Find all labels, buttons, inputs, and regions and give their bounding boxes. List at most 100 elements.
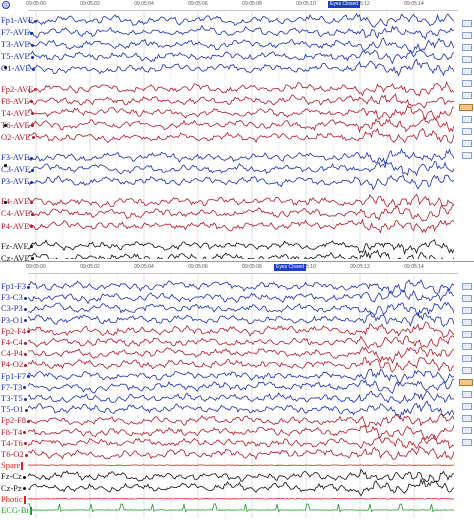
eeg-trace-t3-ave[interactable] xyxy=(28,37,454,55)
channel-label[interactable]: C4-AVE xyxy=(1,208,35,218)
channel-label[interactable]: T5-O1 xyxy=(1,404,28,414)
channel-label[interactable]: F7-AVE xyxy=(1,27,34,37)
scale-button[interactable] xyxy=(462,152,472,159)
scale-button[interactable] xyxy=(462,355,472,362)
eeg-trace-f3-c3[interactable] xyxy=(28,287,454,305)
eeg-trace-cz-pz[interactable] xyxy=(28,478,454,497)
eeg-trace-t3-t5[interactable] xyxy=(28,390,454,405)
time-ruler[interactable]: 09:05:00 09:05:02 09:05:04 09:05:06 09:05:08… xyxy=(26,263,458,274)
scale-button[interactable] xyxy=(462,56,472,63)
channel-label[interactable]: T5-AVE xyxy=(1,51,34,61)
channel-label[interactable]: F7-T3 xyxy=(1,382,27,392)
eeg-trace-fp2-ave[interactable] xyxy=(28,81,454,97)
eeg-trace-f8-ave[interactable] xyxy=(28,93,454,109)
scale-button[interactable] xyxy=(462,44,472,51)
sensitivity-selected-button[interactable] xyxy=(459,104,473,111)
event-annotation-marker[interactable]: Eyes Closed xyxy=(274,264,307,271)
eeg-trace-t4-ave[interactable] xyxy=(28,104,454,121)
channel-label[interactable]: T3-T5 xyxy=(1,393,27,403)
eeg-trace-fp2-f8[interactable] xyxy=(28,413,454,428)
channel-label[interactable]: Spare xyxy=(1,460,24,471)
channel-label[interactable]: T4-T6 xyxy=(1,438,27,448)
scale-button[interactable] xyxy=(462,391,472,398)
eeg-trace-fp1-f7[interactable] xyxy=(28,368,454,385)
channel-label[interactable]: T6-AVE xyxy=(1,120,34,130)
scale-button[interactable] xyxy=(462,415,472,422)
eeg-trace-p4-o2[interactable] xyxy=(28,357,454,373)
eeg-trace-fp2-f4[interactable] xyxy=(28,321,454,339)
channel-label[interactable]: T4-AVE xyxy=(1,108,34,118)
channel-label[interactable]: P3-O1 xyxy=(1,315,28,325)
time-ruler[interactable]: 09:05:00 09:05:02 09:05:04 09:05:06 09:05:08… xyxy=(26,0,458,11)
channel-label[interactable]: T3-AVE xyxy=(1,39,34,49)
eeg-trace-f4-ave[interactable] xyxy=(28,193,454,208)
eeg-trace-p3-ave[interactable] xyxy=(28,174,454,191)
app-logo-icon[interactable]: ◎ xyxy=(2,1,10,9)
scale-button[interactable] xyxy=(462,331,472,338)
scale-button[interactable] xyxy=(462,307,472,314)
channel-label[interactable]: F8-AVE xyxy=(1,96,34,106)
eeg-trace-t5-o1[interactable] xyxy=(28,400,454,420)
scale-button[interactable] xyxy=(462,403,472,410)
channel-label[interactable]: Photic xyxy=(1,494,26,504)
eeg-trace-f7-t3[interactable] xyxy=(28,379,454,394)
channel-label[interactable]: C3-P3 xyxy=(1,303,27,313)
scale-button[interactable] xyxy=(462,32,472,39)
channel-label[interactable]: Fp2-F8 xyxy=(1,415,31,425)
eeg-trace-spare[interactable] xyxy=(28,464,454,466)
channel-label[interactable]: P4-AVE xyxy=(1,221,34,231)
eeg-trace-c3-ave[interactable] xyxy=(28,160,454,177)
scale-button[interactable] xyxy=(462,140,472,147)
scale-button[interactable] xyxy=(462,283,472,290)
scale-button[interactable] xyxy=(462,92,472,99)
channel-label[interactable]: F3-C3 xyxy=(1,292,27,302)
scale-button[interactable] xyxy=(462,295,472,302)
eeg-trace-ecg-bi[interactable] xyxy=(28,503,454,513)
event-annotation-marker[interactable]: Eyes Closed xyxy=(328,1,361,8)
eeg-trace-o1-ave[interactable] xyxy=(28,58,454,77)
scale-button[interactable] xyxy=(462,20,472,27)
channel-label[interactable]: Fz-Cz xyxy=(1,471,26,481)
eeg-trace-t6-o2[interactable] xyxy=(28,445,454,460)
channel-label[interactable]: O2-AVE xyxy=(1,132,35,142)
eeg-trace-p4-ave[interactable] xyxy=(28,218,454,234)
channel-label[interactable]: F4-AVE xyxy=(1,196,34,206)
eeg-trace-o2-ave[interactable] xyxy=(28,127,454,144)
channel-label[interactable]: Fp2-F4 xyxy=(1,326,31,336)
eeg-trace-fz-cz[interactable] xyxy=(28,468,454,483)
channel-label[interactable]: Fz-AVE xyxy=(1,241,33,251)
eeg-trace-c4-p4[interactable] xyxy=(28,346,454,364)
eeg-trace-p3-o1[interactable] xyxy=(28,311,454,328)
eeg-trace-fp1-f3[interactable] xyxy=(28,279,454,295)
eeg-trace-cz-ave[interactable] xyxy=(28,249,454,259)
channel-label[interactable]: ECG-Bi xyxy=(1,505,32,516)
eeg-trace-f4-c4[interactable] xyxy=(28,335,454,349)
channel-label[interactable]: C4-P4 xyxy=(1,348,27,358)
eeg-trace-c4-ave[interactable] xyxy=(28,204,454,222)
eeg-trace-fp1-ave[interactable] xyxy=(28,13,454,28)
channel-label[interactable]: O1-AVE xyxy=(1,63,35,73)
scale-button[interactable] xyxy=(462,319,472,326)
channel-label[interactable]: Fp1-F7 xyxy=(1,371,31,381)
eeg-trace-area[interactable] xyxy=(28,274,454,518)
eeg-trace-t6-ave[interactable] xyxy=(28,116,454,134)
eeg-trace-f8-t4[interactable] xyxy=(28,425,454,441)
scale-button[interactable] xyxy=(462,439,472,446)
scale-button[interactable] xyxy=(462,80,472,87)
scale-button[interactable] xyxy=(462,367,472,374)
eeg-trace-t5-ave[interactable] xyxy=(28,49,454,65)
scale-button[interactable] xyxy=(462,427,472,434)
channel-label[interactable]: Cz-Pz xyxy=(1,483,26,493)
eeg-trace-area[interactable] xyxy=(28,11,454,259)
channel-label[interactable]: Cz-AVE xyxy=(1,253,34,263)
scale-button[interactable] xyxy=(462,128,472,135)
channel-label[interactable]: F3-AVE xyxy=(1,152,34,162)
channel-label[interactable]: F4-C4 xyxy=(1,337,27,347)
eeg-trace-t4-t6[interactable] xyxy=(28,434,454,450)
eeg-trace-fz-ave[interactable] xyxy=(28,239,454,256)
eeg-trace-photic[interactable] xyxy=(28,498,454,500)
channel-label[interactable]: P4-O2 xyxy=(1,359,28,369)
sensitivity-selected-button[interactable] xyxy=(459,379,473,386)
eeg-trace-c3-p3[interactable] xyxy=(28,301,454,318)
scale-button[interactable] xyxy=(462,343,472,350)
